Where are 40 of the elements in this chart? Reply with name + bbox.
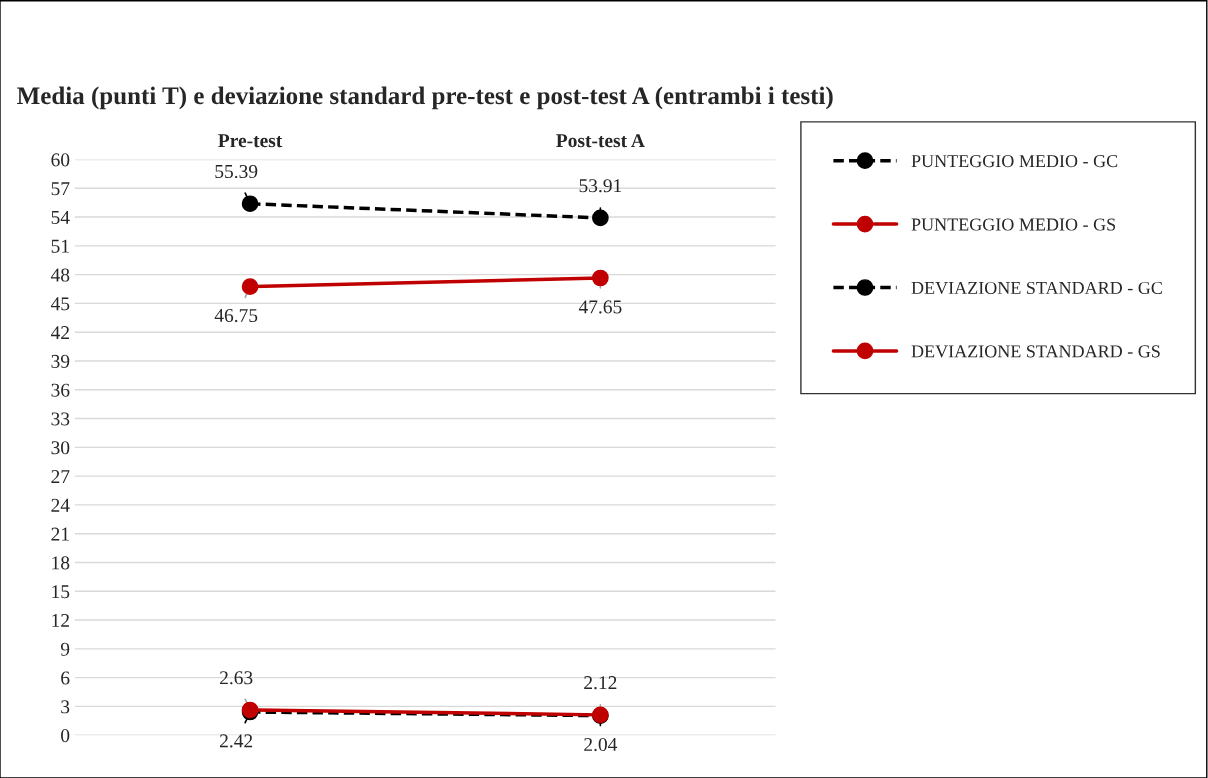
y-tick-label: 12 xyxy=(52,613,69,627)
legend-label: PUNTEGGIO MEDIO - GS xyxy=(911,218,1116,231)
y-tick-label: 33 xyxy=(51,412,70,426)
x-tick-label: Post-test A xyxy=(556,134,645,148)
y-tick-label: 45 xyxy=(50,297,70,311)
chart-title: Media (punti T) e deviazione standard pre-test e post-test A (entrambi i testi) xyxy=(17,86,833,110)
y-tick-label: 27 xyxy=(51,470,70,483)
data-label: 2.12 xyxy=(584,676,617,690)
y-tick-label: 9 xyxy=(60,642,70,656)
y-tick-label: 48 xyxy=(50,268,70,282)
data-label: 47.65 xyxy=(578,300,622,314)
y-tick-label: 51 xyxy=(51,239,69,253)
x-tick-label: Pre-test xyxy=(218,134,283,148)
legend-label: PUNTEGGIO MEDIO - GC xyxy=(911,155,1118,168)
point xyxy=(241,278,259,295)
y-tick-label: 21 xyxy=(51,527,69,541)
y-tick-label: 36 xyxy=(51,383,70,397)
y-tick-label: 54 xyxy=(51,211,70,224)
y-tick-label: 3 xyxy=(61,700,70,714)
data-label: 46.75 xyxy=(214,308,258,323)
point xyxy=(592,209,609,227)
y-tick-label: 15 xyxy=(52,585,70,599)
data-label: 2.04 xyxy=(584,737,618,752)
point xyxy=(592,269,609,287)
data-label: 53.91 xyxy=(579,179,622,193)
legend-label: DEVIAZIONE STANDARD - GS xyxy=(911,345,1160,358)
y-tick-label: 39 xyxy=(51,354,70,368)
y-tick-label: 30 xyxy=(51,441,70,455)
legend-label: DEVIAZIONE STANDARD - GC xyxy=(911,281,1162,295)
y-tick-label: 60 xyxy=(51,153,70,167)
data-label: 2.42 xyxy=(220,734,253,748)
y-tick-label: 18 xyxy=(52,556,70,570)
y-tick-label: 24 xyxy=(51,498,70,512)
y-tick-label: 57 xyxy=(51,182,70,196)
data-label: 55.39 xyxy=(215,164,258,179)
y-tick-label: 6 xyxy=(61,671,70,685)
y-tick-label: 0 xyxy=(61,729,70,743)
data-label: 2.63 xyxy=(220,671,253,685)
point xyxy=(241,195,259,213)
y-tick-label: 42 xyxy=(50,326,69,339)
